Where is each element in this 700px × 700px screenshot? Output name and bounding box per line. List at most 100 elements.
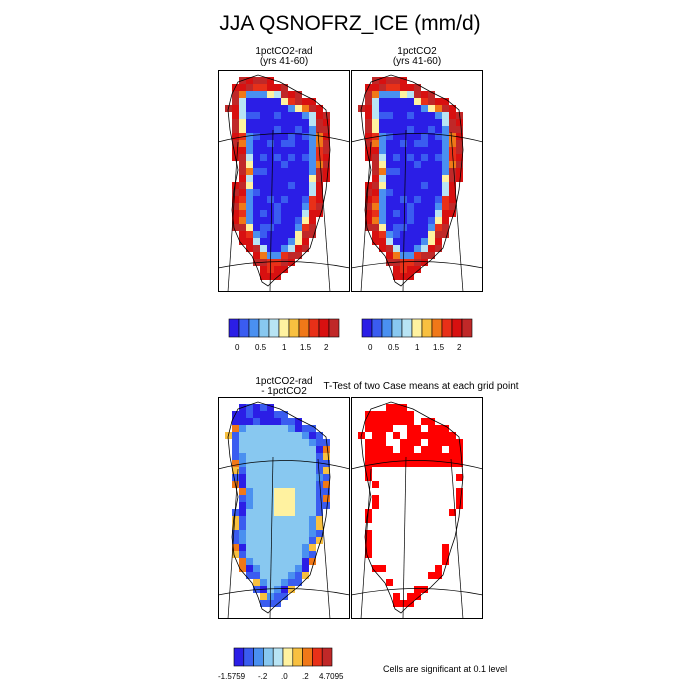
grid-cell bbox=[281, 105, 288, 112]
significant-cell bbox=[372, 502, 379, 509]
colorbar-swatch bbox=[361, 318, 373, 338]
grid-cell bbox=[281, 203, 288, 210]
grid-cell bbox=[295, 133, 302, 140]
grid-cell bbox=[267, 404, 274, 411]
grid-cell bbox=[435, 238, 442, 245]
grid-cell bbox=[386, 238, 393, 245]
grid-cell bbox=[372, 224, 379, 231]
grid-cell bbox=[232, 544, 239, 551]
colorbar-swatch bbox=[451, 318, 463, 338]
map-panel-1 bbox=[218, 70, 350, 292]
grid-cell bbox=[302, 126, 309, 133]
grid-cell bbox=[386, 168, 393, 175]
grid-cell bbox=[442, 119, 449, 126]
grid-cell bbox=[365, 140, 372, 147]
grid-cell bbox=[295, 467, 302, 474]
significant-cell bbox=[400, 460, 407, 467]
significant-cell bbox=[372, 439, 379, 446]
grid-cell bbox=[260, 182, 267, 189]
grid-cell bbox=[323, 154, 330, 161]
colorbar-swatch bbox=[318, 318, 330, 338]
grid-cell bbox=[246, 551, 253, 558]
grid-cell bbox=[246, 168, 253, 175]
grid-cell bbox=[372, 161, 379, 168]
grid-cell bbox=[288, 544, 295, 551]
grid-cell bbox=[435, 203, 442, 210]
grid-cell bbox=[253, 203, 260, 210]
colorbar-swatch bbox=[238, 318, 250, 338]
grid-cell bbox=[281, 210, 288, 217]
grid-cell bbox=[302, 217, 309, 224]
grid-cell bbox=[372, 84, 379, 91]
grid-cell bbox=[372, 231, 379, 238]
grid-cell bbox=[274, 551, 281, 558]
grid-cell bbox=[400, 210, 407, 217]
grid-cell bbox=[232, 196, 239, 203]
grid-cell bbox=[281, 460, 288, 467]
colorbar-swatch bbox=[431, 318, 443, 338]
grid-cell bbox=[274, 516, 281, 523]
significant-cell bbox=[393, 453, 400, 460]
grid-cell bbox=[393, 210, 400, 217]
grid-cell bbox=[260, 488, 267, 495]
grid-cell bbox=[288, 565, 295, 572]
significant-cell bbox=[414, 593, 421, 600]
grid-cell bbox=[309, 502, 316, 509]
significant-cell bbox=[365, 530, 372, 537]
grid-cell bbox=[246, 404, 253, 411]
grid-cell bbox=[407, 98, 414, 105]
grid-cell bbox=[309, 217, 316, 224]
grid-cell bbox=[281, 453, 288, 460]
grid-cell bbox=[281, 425, 288, 432]
significant-cell bbox=[407, 460, 414, 467]
grid-cell bbox=[288, 586, 295, 593]
grid-cell bbox=[302, 516, 309, 523]
grid-cell bbox=[288, 259, 295, 266]
grid-cell bbox=[281, 572, 288, 579]
grid-cell bbox=[288, 446, 295, 453]
grid-cell bbox=[267, 105, 274, 112]
grid-cell bbox=[302, 565, 309, 572]
grid-cell bbox=[232, 439, 239, 446]
grid-cell bbox=[253, 91, 260, 98]
significant-cell bbox=[414, 460, 421, 467]
grid-cell bbox=[421, 105, 428, 112]
grid-cell bbox=[435, 112, 442, 119]
significant-cell bbox=[456, 502, 463, 509]
grid-cell bbox=[246, 537, 253, 544]
grid-cell bbox=[316, 175, 323, 182]
grid-cell bbox=[393, 84, 400, 91]
grid-cell bbox=[288, 551, 295, 558]
grid-cell bbox=[421, 154, 428, 161]
grid-cell bbox=[386, 140, 393, 147]
grid-cell bbox=[435, 189, 442, 196]
grid-cell bbox=[295, 579, 302, 586]
grid-cell bbox=[386, 224, 393, 231]
grid-cell bbox=[386, 98, 393, 105]
grid-cell bbox=[246, 112, 253, 119]
grid-cell bbox=[295, 425, 302, 432]
grid-cell bbox=[232, 453, 239, 460]
significant-cell bbox=[414, 453, 421, 460]
grid-cell bbox=[393, 259, 400, 266]
grid-cell bbox=[267, 119, 274, 126]
grid-cell bbox=[316, 495, 323, 502]
grid-cell bbox=[414, 245, 421, 252]
grid-cell bbox=[442, 196, 449, 203]
grid-cell bbox=[407, 140, 414, 147]
grid-cell bbox=[239, 175, 246, 182]
grid-cell bbox=[274, 252, 281, 259]
grid-cell bbox=[365, 105, 372, 112]
colorbar-swatch bbox=[371, 318, 383, 338]
grid-cell bbox=[421, 259, 428, 266]
grid-cell bbox=[323, 474, 330, 481]
significant-cell bbox=[372, 432, 379, 439]
significant-cell bbox=[379, 432, 386, 439]
cb3-tick: -1.5759 bbox=[218, 672, 246, 681]
grid-cell bbox=[323, 140, 330, 147]
grid-cell bbox=[302, 182, 309, 189]
grid-cell bbox=[393, 252, 400, 259]
grid-cell bbox=[386, 217, 393, 224]
grid-cell bbox=[442, 154, 449, 161]
grid-cell bbox=[449, 126, 456, 133]
